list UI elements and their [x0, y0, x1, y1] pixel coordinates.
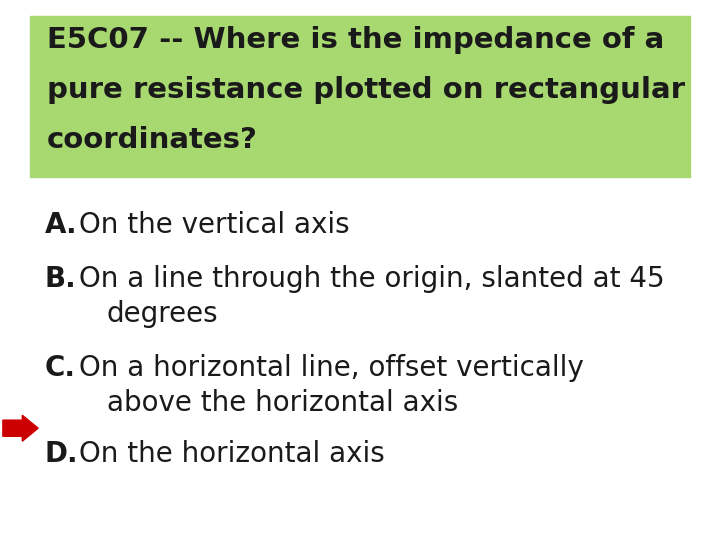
Text: On the horizontal axis: On the horizontal axis [79, 440, 385, 468]
Text: pure resistance plotted on rectangular: pure resistance plotted on rectangular [47, 76, 685, 104]
Bar [30, 16, 690, 177]
Text: On the vertical axis: On the vertical axis [79, 211, 350, 239]
Text: D.: D. [45, 440, 78, 468]
Text: coordinates?: coordinates? [47, 126, 258, 154]
Text: E5C07 -- Where is the impedance of a: E5C07 -- Where is the impedance of a [47, 26, 664, 54]
Text: On a line through the origin, slanted at 45: On a line through the origin, slanted at… [79, 265, 665, 293]
Text: above the horizontal axis: above the horizontal axis [107, 389, 458, 417]
Text: B.: B. [45, 265, 76, 293]
Text: C.: C. [45, 354, 76, 382]
Text: degrees: degrees [107, 300, 218, 328]
Text: A.: A. [45, 211, 77, 239]
Text: On a horizontal line, offset vertically: On a horizontal line, offset vertically [79, 354, 584, 382]
FancyArrow shape [3, 415, 38, 441]
